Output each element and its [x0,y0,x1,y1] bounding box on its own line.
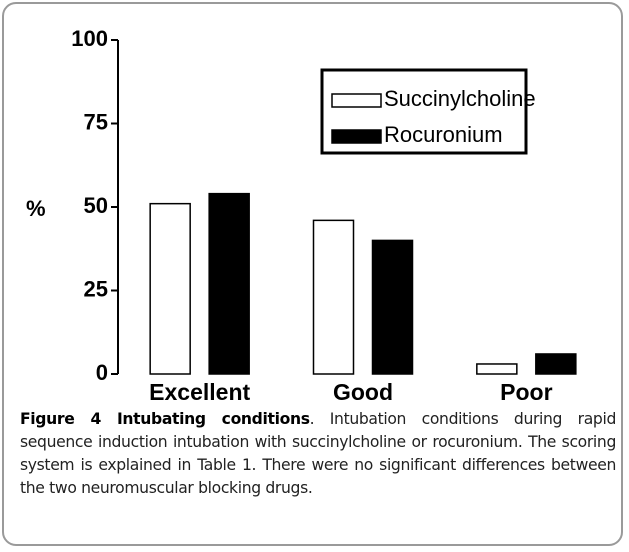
bar [149,202,191,375]
bar [476,363,518,375]
bar [208,192,250,375]
legend-swatch [331,129,382,144]
y-tick-label: 0 [96,360,108,385]
x-tick-label: Poor [500,379,552,404]
x-tick-label: Good [333,379,393,404]
caption-text: . Intubation conditions during rapid seq… [20,410,616,497]
legend-label: Rocuronium [384,122,503,147]
y-tick-label: 75 [84,109,108,134]
y-tick-label: 50 [84,193,108,218]
caption: Figure 4 Intubating conditions. Intubati… [20,408,616,500]
y-tick-label: 25 [84,276,108,301]
caption-label: Figure 4 Intubating conditions [20,410,310,428]
legend-swatch [331,93,382,108]
figure-frame: % 0 25 50 75 100 Excellent Good Poor Succinylcho… [2,2,623,546]
bar [312,219,355,375]
x-tick-label: Excellent [149,379,250,404]
legend-label: Succinylcholine [384,86,536,111]
bar [535,353,577,375]
bar [371,239,414,375]
y-axis-label: % [26,196,46,221]
y-tick-label: 100 [71,26,108,51]
chart: % 0 25 50 75 100 Excellent Good Poor Succinylcho… [26,26,577,404]
